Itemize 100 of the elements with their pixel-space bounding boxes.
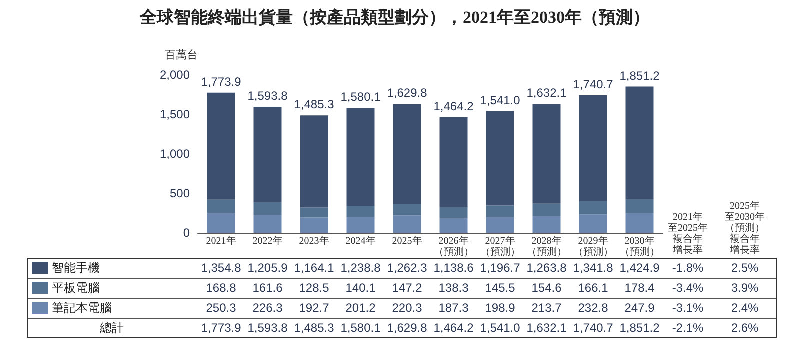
bar bbox=[626, 213, 654, 233]
x-tick-label: 2025年 bbox=[391, 236, 424, 247]
data-label: 220.3 bbox=[391, 300, 424, 317]
total-label: 1,580.1 bbox=[340, 90, 382, 104]
y-tick-label: 0 bbox=[183, 226, 190, 240]
bar bbox=[300, 116, 328, 208]
y-axis-title: 百萬台 bbox=[165, 48, 198, 62]
data-label: 1,424.9 bbox=[620, 261, 660, 275]
data-label: 166.1 bbox=[577, 280, 610, 297]
bar bbox=[300, 218, 328, 233]
text: -3.4% bbox=[671, 280, 705, 297]
data-label: 161.6 bbox=[252, 280, 284, 297]
data-label: 138.3 bbox=[438, 280, 470, 297]
bar bbox=[393, 216, 422, 233]
bar bbox=[486, 111, 514, 206]
data-label: 192.7 bbox=[298, 300, 330, 317]
data-label: 1,354.8 bbox=[201, 261, 242, 275]
text: 1,773.9 bbox=[201, 321, 242, 335]
text: 至2025年 bbox=[668, 223, 708, 234]
data-label: 1,263.8 bbox=[526, 261, 567, 275]
text: 2.6% bbox=[730, 320, 760, 337]
bar bbox=[579, 201, 608, 215]
data-label: 128.5 bbox=[298, 280, 330, 297]
bar bbox=[346, 217, 375, 233]
data-label: 1,238.8 bbox=[340, 261, 381, 275]
text: 1,485.3 bbox=[294, 321, 334, 335]
text: 2.4% bbox=[730, 300, 760, 317]
text: 複合年 bbox=[673, 234, 703, 245]
x-tick-label: 2024年 bbox=[344, 236, 377, 247]
data-label: 147.2 bbox=[391, 280, 424, 297]
total-label: 1,629.8 bbox=[387, 86, 428, 100]
text: 增長率 bbox=[730, 245, 760, 256]
data-label: 1,341.8 bbox=[573, 261, 614, 275]
text: 1,851.2 bbox=[620, 321, 660, 335]
data-label: 140.1 bbox=[344, 280, 377, 297]
y-tick-label: 500 bbox=[170, 186, 190, 200]
text: 2021年 bbox=[673, 212, 703, 223]
data-label: 145.5 bbox=[484, 280, 516, 297]
bar bbox=[346, 206, 375, 218]
total-label: 1,773.9 bbox=[201, 74, 242, 89]
data-label: 213.7 bbox=[530, 300, 563, 317]
text: 1,464.2 bbox=[434, 321, 474, 335]
text: 1,629.8 bbox=[387, 321, 428, 335]
text: 3.9% bbox=[730, 280, 760, 297]
data-label: 247.9 bbox=[624, 300, 656, 317]
text: -1.8% bbox=[671, 260, 705, 277]
total-label: 1,593.8 bbox=[248, 89, 288, 104]
text: 2025年 bbox=[730, 201, 760, 212]
bar bbox=[486, 217, 514, 233]
data-label: 1,138.6 bbox=[434, 261, 474, 275]
text: 1,541.0 bbox=[480, 321, 520, 335]
bar bbox=[254, 107, 282, 202]
data-label: 201.2 bbox=[344, 300, 377, 317]
total-label: 1,740.7 bbox=[573, 77, 614, 92]
text: 總計 bbox=[100, 320, 124, 337]
total-label: 1,632.1 bbox=[526, 86, 568, 100]
bar bbox=[254, 215, 282, 233]
text: 複合年 bbox=[730, 234, 760, 245]
bar bbox=[393, 104, 422, 204]
x-tick-label: 2029年（預測） bbox=[572, 236, 614, 258]
total-label: 1,851.2 bbox=[620, 68, 660, 83]
text: 至2030年 bbox=[725, 212, 765, 223]
chart-title: 全球智能終端出貨量（按產品類型劃分），2021年至2030年（預測） bbox=[139, 8, 650, 27]
data-label: 178.4 bbox=[624, 280, 656, 297]
bar bbox=[393, 204, 422, 216]
bar bbox=[626, 199, 654, 214]
text: （預測） bbox=[725, 223, 765, 234]
text: 1,632.1 bbox=[526, 321, 567, 335]
text: 1,593.8 bbox=[248, 321, 288, 335]
data-label: 1,262.3 bbox=[387, 261, 428, 275]
bar bbox=[532, 104, 561, 204]
data-label: 1,164.1 bbox=[294, 261, 334, 275]
bar bbox=[440, 207, 468, 218]
bar bbox=[300, 208, 328, 218]
legend-label: 智能手機 bbox=[52, 260, 100, 277]
bar bbox=[626, 86, 654, 200]
bar bbox=[254, 202, 282, 216]
bar bbox=[207, 200, 236, 214]
text: 2.5% bbox=[730, 260, 760, 277]
text: 1,740.7 bbox=[573, 321, 614, 335]
x-tick-label: 2026年（預測） bbox=[432, 236, 475, 258]
bar bbox=[579, 214, 608, 233]
bar bbox=[207, 213, 236, 233]
x-tick-label: 2028年（預測） bbox=[526, 236, 568, 258]
data-label: 154.6 bbox=[530, 280, 563, 297]
y-tick-label: 1,500 bbox=[160, 108, 190, 122]
text: -3.1% bbox=[671, 300, 705, 317]
data-label: 198.9 bbox=[484, 300, 516, 317]
legend-label: 平板電腦 bbox=[52, 280, 100, 297]
bar bbox=[579, 95, 608, 202]
text: -2.1% bbox=[671, 320, 705, 337]
data-label: 232.8 bbox=[577, 300, 610, 317]
x-tick-label: 2021年 bbox=[205, 236, 238, 247]
x-tick-label: 2027年（預測） bbox=[479, 236, 522, 258]
legend-label: 筆記本電腦 bbox=[52, 300, 112, 317]
data-label: 187.3 bbox=[438, 300, 470, 317]
text: 增長率 bbox=[673, 245, 703, 256]
data-label: 250.3 bbox=[205, 300, 238, 317]
data-label: 1,196.7 bbox=[480, 261, 520, 275]
bar bbox=[532, 216, 561, 233]
